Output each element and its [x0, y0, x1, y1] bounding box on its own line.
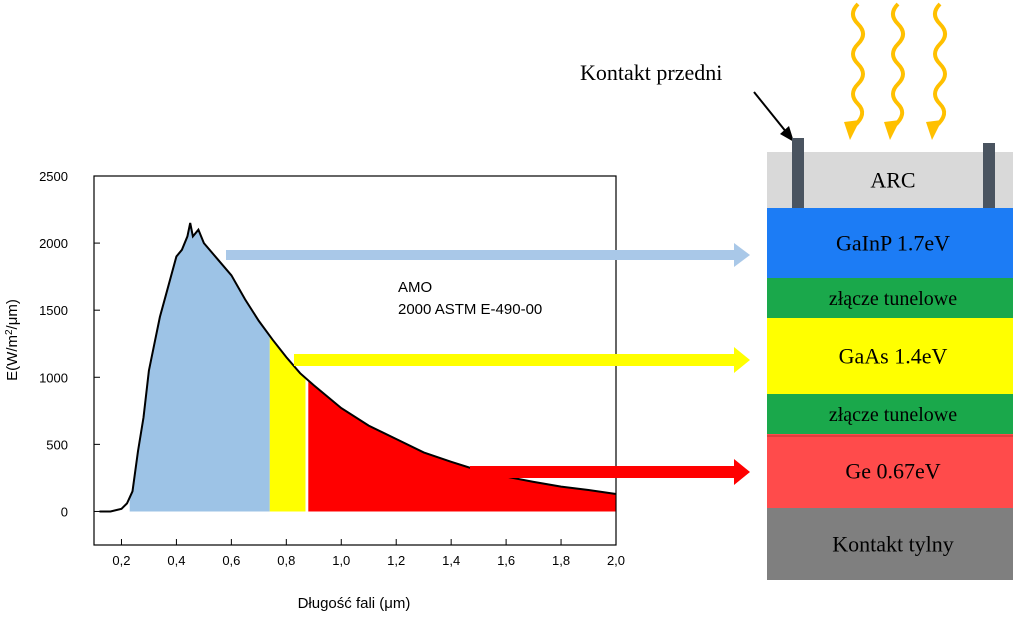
sun-ray-2-head [884, 120, 900, 140]
y-tick-label: 0 [61, 504, 68, 519]
yellow-arrow [294, 347, 750, 373]
layer-5-fill [767, 394, 1013, 434]
x-axis-ticks: 0,2 0,4 0,6 0,8 1,0 1,2 1,4 1,6 1,8 2,0 [112, 539, 625, 568]
front-contact-label: Kontakt przedni [580, 60, 722, 85]
blue-arrow [226, 243, 750, 267]
spectrum-chart: 0,2 0,4 0,6 0,8 1,0 1,2 1,4 1,6 1,8 2,0 0 500 1000 1… [4, 169, 626, 612]
y-tick-label: 2000 [39, 236, 68, 251]
layer-3-fill [767, 278, 1013, 318]
front-contact-right [983, 143, 995, 208]
solar-cell-stack: ARC GaInP 1.7eV złącze tunelowe GaAs 1.4eV z… [767, 152, 1013, 580]
front-contact-left [792, 138, 804, 208]
front-contact-pointer [753, 91, 794, 142]
layer-6-fill [767, 434, 1013, 508]
x-axis-label: Długość fali (μm) [298, 595, 411, 612]
y-tick-label: 1500 [39, 303, 68, 318]
annotation-line-1: AMO [398, 279, 432, 296]
layer-1-label: ARC [870, 168, 915, 193]
x-tick-label: 1,2 [387, 553, 405, 568]
x-tick-label: 1,0 [332, 553, 350, 568]
x-tick-label: 2,0 [607, 553, 625, 568]
sun-ray-1-head [844, 120, 860, 140]
sun-rays [844, 2, 947, 140]
red-arrow [470, 459, 750, 485]
band-1 [129, 223, 270, 512]
band-2 [269, 335, 306, 512]
layer-4-label: GaAs 1.4eV [839, 344, 948, 369]
sun-ray-1 [851, 2, 865, 128]
x-tick-label: 1,8 [552, 553, 570, 568]
y-tick-label: 500 [46, 437, 68, 452]
layer-2-fill [767, 208, 1013, 278]
x-tick-label: 0,6 [222, 553, 240, 568]
band-arrows [226, 243, 750, 485]
sun-ray-2 [891, 2, 905, 128]
x-tick-label: 0,8 [277, 553, 295, 568]
sun-ray-3 [933, 2, 947, 128]
layer-6-label: Ge 0.67eV [845, 459, 940, 484]
y-tick-label: 2500 [39, 169, 68, 184]
layer-3-label: złącze tunelowe [829, 288, 957, 310]
layer-7-fill [767, 508, 1013, 580]
band-3 [308, 380, 616, 512]
absorption-bands [129, 223, 616, 512]
y-axis-ticks: 0 500 1000 1500 2000 2500 [39, 169, 100, 519]
layer-1-fill [767, 152, 1013, 208]
x-tick-label: 1,6 [497, 553, 515, 568]
y-axis-label: E(W/m2/μm) [4, 299, 22, 381]
layer-4-fill [767, 318, 1013, 394]
spectrum-curve [99, 222, 617, 513]
x-tick-label: 0,4 [167, 553, 185, 568]
layer-5-label: złącze tunelowe [829, 404, 957, 426]
annotation-line-2: 2000 ASTM E-490-00 [398, 301, 542, 318]
layer-7-label: Kontakt tylny [832, 532, 954, 557]
layer-2-label: GaInP 1.7eV [836, 231, 950, 256]
y-tick-label: 1000 [39, 370, 68, 385]
sun-ray-3-head [926, 120, 942, 140]
x-tick-label: 0,2 [112, 553, 130, 568]
x-tick-label: 1,4 [442, 553, 460, 568]
